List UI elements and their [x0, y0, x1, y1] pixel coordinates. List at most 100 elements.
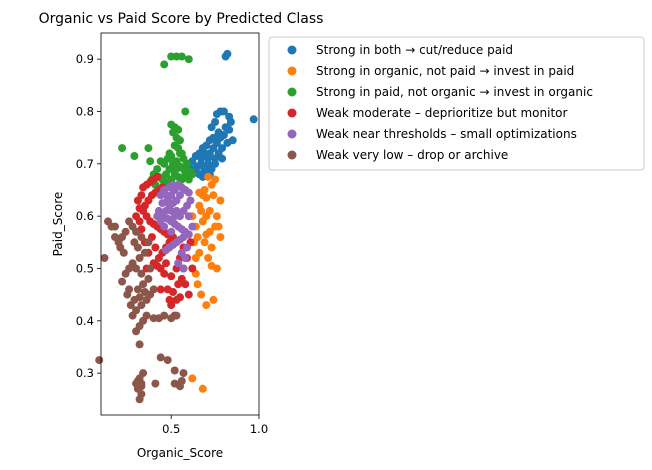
data-point — [111, 222, 119, 231]
data-point — [137, 301, 146, 310]
data-point — [153, 212, 162, 221]
data-point — [172, 165, 181, 174]
data-point — [165, 149, 174, 158]
data-point — [181, 254, 190, 262]
data-point — [163, 196, 172, 205]
data-point — [212, 110, 221, 119]
y-tick-label: 0.8 — [76, 104, 94, 118]
data-point — [225, 112, 234, 121]
data-point — [156, 191, 165, 200]
legend-label: Strong in paid, not organic → invest in … — [316, 85, 593, 99]
data-point — [177, 52, 186, 61]
data-point — [184, 55, 193, 64]
data-point — [212, 212, 221, 221]
chart-title: Organic vs Paid Score by Predicted Class — [39, 11, 324, 27]
data-point — [144, 144, 153, 153]
plot-area-frame — [100, 32, 260, 416]
data-point — [176, 293, 184, 302]
data-point — [119, 248, 128, 257]
legend-label: Weak very low – drop or archive — [316, 148, 508, 162]
data-point — [204, 172, 213, 181]
legend-marker — [287, 108, 297, 118]
data-point — [209, 295, 218, 304]
data-point — [219, 107, 228, 116]
legend-label: Strong in organic, not paid → invest in … — [316, 64, 574, 78]
legend-marker — [287, 129, 297, 139]
data-point — [184, 290, 193, 299]
y-tick-label: 0.3 — [76, 366, 94, 380]
data-point — [202, 301, 211, 310]
data-point — [144, 238, 153, 247]
data-point — [160, 60, 169, 69]
legend-marker — [287, 45, 297, 55]
data-point — [188, 170, 197, 179]
series-2 — [118, 52, 197, 189]
data-point — [130, 152, 139, 160]
data-point — [144, 274, 153, 283]
data-point — [132, 379, 141, 388]
data-point — [197, 290, 206, 299]
data-point — [133, 285, 142, 294]
data-point — [167, 272, 176, 281]
data-point — [200, 238, 209, 247]
data-point — [181, 280, 190, 289]
legend: Strong in both → cut/reduce paid Strong i… — [268, 36, 645, 171]
data-point — [249, 115, 258, 124]
data-point — [100, 254, 109, 262]
data-point — [221, 52, 230, 61]
data-point — [163, 285, 172, 294]
legend-label: Strong in both → cut/reduce paid — [316, 43, 513, 57]
data-point — [179, 264, 188, 273]
series-0 — [184, 49, 258, 181]
data-point — [135, 254, 144, 262]
data-point — [153, 172, 162, 181]
data-point — [118, 277, 127, 286]
data-point — [156, 285, 165, 294]
data-point — [209, 191, 218, 200]
data-point — [207, 243, 216, 252]
data-point — [172, 311, 181, 320]
data-point — [169, 180, 177, 189]
x-tick-label: 1.0 — [250, 422, 268, 436]
data-point — [142, 311, 151, 320]
data-point — [184, 212, 193, 221]
data-point — [139, 369, 148, 378]
data-point — [118, 144, 127, 153]
data-point — [104, 217, 112, 226]
data-point — [204, 254, 213, 262]
data-point — [151, 379, 160, 388]
data-point — [202, 230, 211, 239]
data-point — [204, 159, 213, 168]
series-4 — [153, 180, 197, 273]
data-point — [151, 243, 160, 252]
series-5 — [95, 217, 188, 404]
data-point — [188, 264, 197, 273]
data-point — [214, 222, 223, 231]
data-point — [181, 107, 190, 116]
data-point — [167, 206, 176, 215]
data-point — [207, 261, 216, 270]
data-point — [140, 288, 149, 296]
data-point — [95, 356, 104, 365]
data-point — [130, 238, 139, 247]
data-point — [176, 136, 184, 145]
data-point — [174, 259, 183, 268]
data-point — [156, 157, 165, 166]
data-point — [167, 227, 176, 236]
data-point — [198, 217, 207, 226]
data-point — [176, 149, 184, 158]
legend-marker — [287, 87, 297, 97]
data-point — [163, 356, 172, 365]
data-point — [216, 133, 225, 142]
data-point — [132, 306, 141, 315]
x-axis: 0.5 1.0 — [162, 415, 268, 436]
data-point — [183, 243, 191, 252]
data-point — [160, 311, 169, 320]
legend-marker — [287, 150, 297, 160]
data-point — [137, 269, 146, 278]
data-point — [188, 374, 197, 383]
x-axis-label: Organic_Score — [137, 446, 223, 460]
data-point — [211, 175, 220, 184]
data-point — [125, 217, 134, 226]
